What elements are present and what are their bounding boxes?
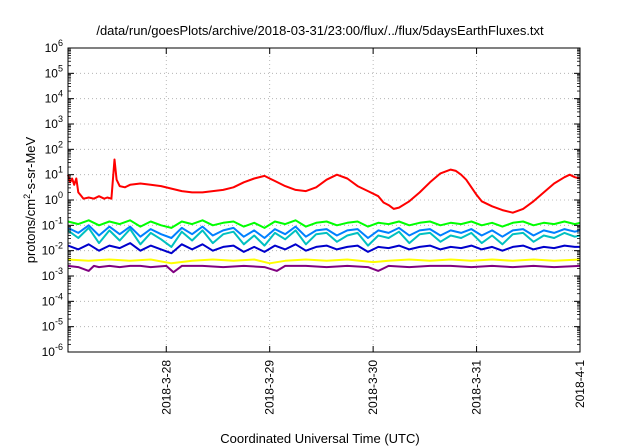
series-lines [67,158,581,274]
x-tick-label: 2018-3-31 [470,360,484,415]
y-tick-exponent: 0 [58,190,63,200]
y-tick-exponent: 5 [58,63,63,73]
grid-lines [68,48,580,352]
y-tick-label: 10-3 [42,266,63,283]
series-line-1 [67,158,581,214]
x-tick-labels: 2018-3-28 2018-3-29 2018-3-30 2018-3-31 2018… [159,360,587,415]
x-tick-label: 2018-4-1 [573,360,587,408]
y-axis-label: protons/cm2-s-sr-MeV [22,136,38,263]
series-line-7 [67,264,581,274]
series-line-3 [67,226,581,248]
y-tick-exponent: -4 [55,291,63,301]
x-axis-label: Coordinated Universal Time (UTC) [220,431,419,446]
y-tick-base: 10 [42,320,56,334]
y-tick-exponent: -1 [55,215,63,225]
y-tick-base: 10 [45,168,59,182]
y-tick-exponent: 2 [58,139,63,149]
y-tick-exponent: 4 [58,89,63,99]
y-tick-exponent: -5 [55,317,63,327]
y-tick-exponent: 3 [58,114,63,124]
y-tick-label: 104 [45,89,63,106]
y-tick-label: 100 [45,190,63,207]
y-tick-exponent: 1 [58,165,63,175]
y-tick-label: 103 [45,114,63,131]
series-line-5 [67,242,580,255]
y-tick-label: 105 [45,63,63,80]
chart-title: /data/run/goesPlots/archive/2018-03-31/2… [96,23,544,38]
y-tick-base: 10 [42,244,56,258]
series-line-6 [67,258,581,265]
y-tick-base: 10 [45,41,59,55]
series-line-4 [67,224,581,239]
y-tick-base: 10 [42,269,56,283]
x-tick-label: 2018-3-29 [263,360,277,415]
y-tick-label: 101 [45,165,63,182]
axis-ticks [68,47,581,353]
y-tick-label: 106 [45,38,63,55]
y-tick-exponent: -2 [55,241,63,251]
y-tick-exponent: -6 [55,342,63,352]
y-tick-label: 102 [45,139,63,156]
series-line-2 [67,219,581,229]
y-tick-base: 10 [42,294,56,308]
y-tick-label: 10-6 [42,342,63,359]
y-tick-base: 10 [42,345,56,359]
x-tick-label: 2018-3-28 [159,360,173,415]
y-tick-label: 10-5 [42,317,63,334]
y-tick-base: 10 [42,218,56,232]
y-axis-label-superscript: 2 [22,194,32,199]
x-tick-label: 2018-3-30 [366,360,380,415]
y-axis-label-prefix: protons/cm [23,199,38,263]
y-tick-base: 10 [45,66,59,80]
y-tick-label: 10-2 [42,241,63,258]
y-tick-base: 10 [45,92,59,106]
y-tick-exponent: -3 [55,266,63,276]
y-tick-exponent: 6 [58,38,63,48]
y-axis-label-suffix: -s-sr-MeV [23,136,38,193]
y-tick-base: 10 [45,117,59,131]
y-tick-base: 10 [45,193,59,207]
y-tick-labels: 10-610-510-410-310-210-11001011021031041… [42,38,63,359]
y-tick-base: 10 [45,142,59,156]
y-tick-label: 10-4 [42,291,63,308]
y-tick-label: 10-1 [42,215,63,232]
